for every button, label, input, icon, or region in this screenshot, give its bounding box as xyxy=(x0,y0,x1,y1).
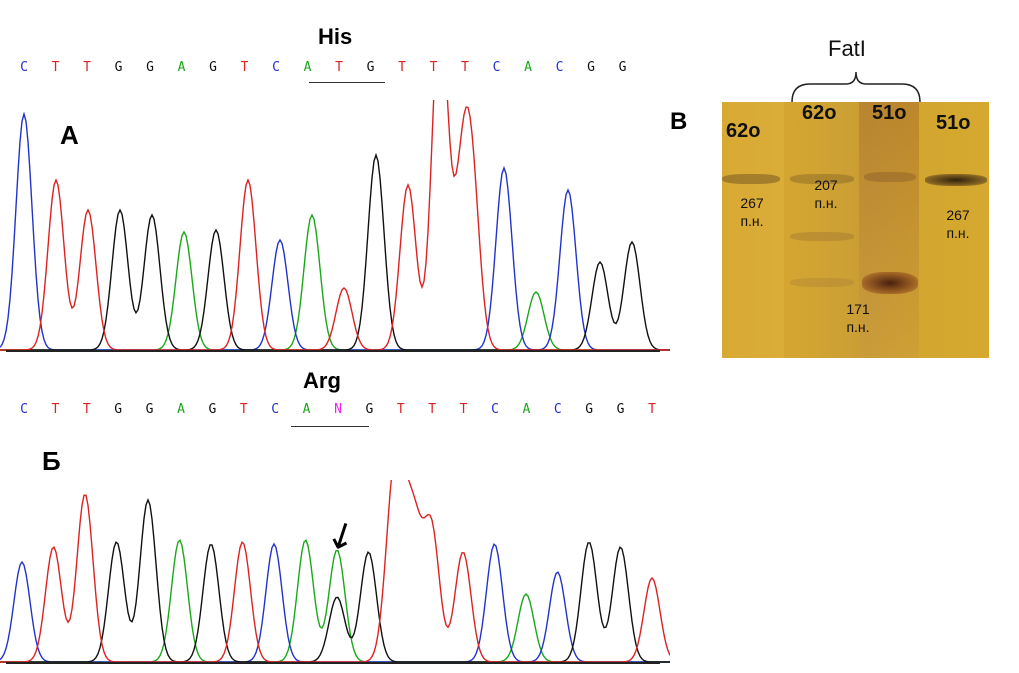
gel-lane-2 xyxy=(784,102,859,358)
base-call: A xyxy=(177,402,185,417)
band-size-lane2: 207 п.н. xyxy=(802,176,850,212)
band-lane2-207 xyxy=(790,232,854,241)
base-call: G xyxy=(585,402,594,417)
lane-brace-icon xyxy=(791,71,921,103)
base-call: A xyxy=(302,402,311,417)
amino-acid-label-his: His xyxy=(318,24,353,49)
base-call: C xyxy=(271,402,280,417)
base-call: T xyxy=(335,60,343,75)
base-call: C xyxy=(491,402,499,417)
base-call: G xyxy=(146,60,154,75)
base-call: C xyxy=(20,402,28,417)
lane-label-1: 62о xyxy=(726,120,761,142)
base-call: C xyxy=(492,60,501,75)
lane-label-2: 62о xyxy=(802,102,837,124)
base-call: G xyxy=(209,60,217,75)
band-size-value: 267 xyxy=(946,207,970,223)
base-call: T xyxy=(428,402,437,417)
base-call: A xyxy=(303,60,312,75)
trace-G xyxy=(0,152,670,351)
base-call: N xyxy=(334,402,342,417)
panel-label-a: А xyxy=(60,120,79,150)
base-call: A xyxy=(522,402,531,417)
band-size-unit: п.н. xyxy=(740,213,764,229)
chromatogram-a xyxy=(0,100,670,352)
base-call: T xyxy=(82,402,91,417)
codon-underline-b xyxy=(291,426,369,427)
base-call: T xyxy=(240,60,249,75)
gel-image: 62о 62о 51о 51о 267 п.н. 207 п.н. 171 п.… xyxy=(722,102,989,358)
base-call: C xyxy=(555,60,564,75)
base-call: G xyxy=(365,402,374,417)
base-call: C xyxy=(20,60,28,75)
base-call: A xyxy=(524,60,532,75)
trace-T xyxy=(0,100,670,351)
base-call: G xyxy=(587,60,595,75)
base-call: G xyxy=(114,402,123,417)
panel-label-v: В xyxy=(670,108,688,135)
base-call: T xyxy=(83,60,91,75)
band-lane3-171 xyxy=(862,272,918,294)
base-call: G xyxy=(618,60,627,75)
base-call: G xyxy=(208,402,217,417)
base-call: G xyxy=(366,60,375,75)
band-lane4-267 xyxy=(925,174,987,186)
band-size-value: 267 xyxy=(740,195,764,211)
band-size-value: 171 xyxy=(846,301,870,317)
band-size-value: 207 xyxy=(814,177,838,193)
gel-lane-3 xyxy=(859,102,919,358)
base-call: T xyxy=(459,402,468,417)
band-lane2-upper xyxy=(790,174,854,184)
base-call: T xyxy=(396,402,405,417)
band-size-unit: п.н. xyxy=(946,225,970,241)
base-call: T xyxy=(429,60,438,75)
band-size-lane3: 171 п.н. xyxy=(834,300,882,336)
base-call: G xyxy=(616,402,625,417)
amino-acid-label-arg: Arg xyxy=(303,368,341,393)
band-size-lane4: 267 п.н. xyxy=(934,206,982,242)
band-lane1-267 xyxy=(722,174,780,184)
gel-lane-1 xyxy=(722,102,784,358)
base-call: C xyxy=(553,402,562,417)
base-call: C xyxy=(272,60,280,75)
chromatogram-b xyxy=(0,480,670,664)
band-lane3-upper xyxy=(864,172,916,182)
gel-lane-4 xyxy=(919,102,989,358)
base-call: T xyxy=(51,60,60,75)
base-call: A xyxy=(177,60,186,75)
band-size-unit: п.н. xyxy=(814,195,838,211)
base-call: T xyxy=(398,60,406,75)
base-call: T xyxy=(648,402,656,417)
lane-label-4: 51о xyxy=(936,112,971,134)
base-call: G xyxy=(114,60,123,75)
codon-underline-a xyxy=(309,82,385,83)
base-call: G xyxy=(145,402,154,417)
trace-A xyxy=(0,213,670,351)
band-lane2-lower xyxy=(790,278,854,287)
lane-label-3: 51о xyxy=(872,102,907,124)
band-size-unit: п.н. xyxy=(846,319,870,335)
base-call: T xyxy=(239,402,248,417)
band-size-lane1: 267 п.н. xyxy=(728,194,776,230)
base-call: T xyxy=(461,60,469,75)
base-call: T xyxy=(51,402,60,417)
panel-label-b: Б xyxy=(42,446,61,476)
enzyme-label: FatI xyxy=(828,36,866,61)
